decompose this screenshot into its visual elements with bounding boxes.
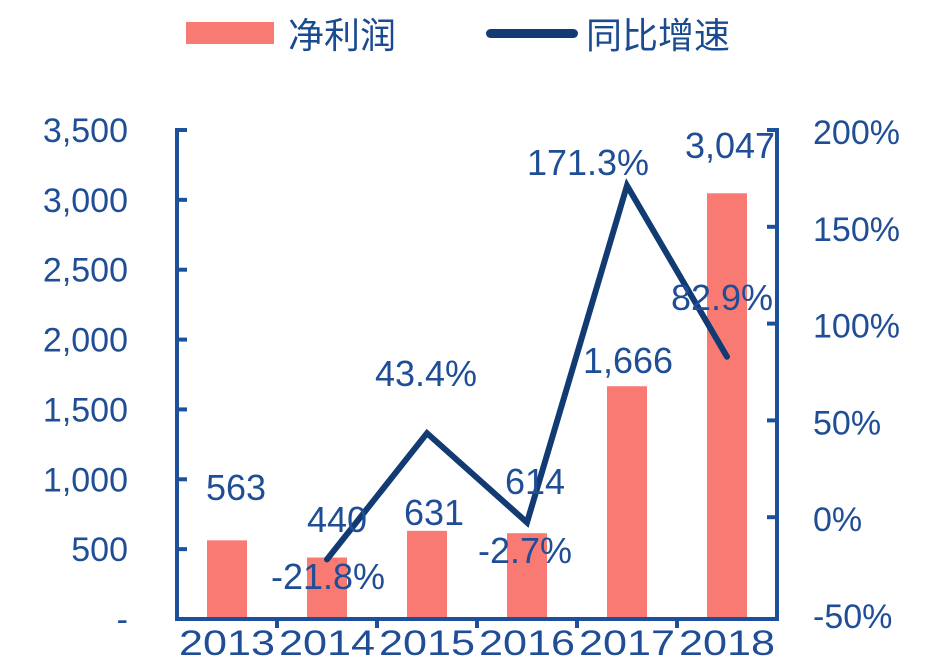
growth-line: [324, 178, 730, 563]
bar-2018: [707, 193, 747, 619]
bar-value-label: 1,666: [583, 340, 673, 381]
x-tick-label: 2013: [179, 624, 275, 663]
x-tick-label: 2015: [379, 624, 475, 663]
right-tick-label: 50%: [813, 404, 881, 442]
right-tick-label: 100%: [813, 308, 900, 346]
legend-item-yoy-growth[interactable]: 同比增速: [486, 8, 730, 58]
bar-2013: [207, 540, 247, 619]
right-tick-label: 0%: [813, 501, 862, 539]
bar-2015: [407, 530, 447, 619]
bar-value-label: 563: [206, 467, 266, 508]
left-tick-label: -: [117, 601, 128, 639]
bar-value-label: 3,047: [685, 125, 775, 166]
tick-labels: - 500 1,000 1,500 2,000 2,500 3,000 3,500 -50% 0%…: [43, 112, 900, 663]
growth-value-label: -21.8%: [271, 556, 385, 597]
growth-value-label: 171.3%: [527, 142, 649, 183]
left-tick-label: 3,500: [43, 112, 128, 150]
legend-line-swatch: [486, 28, 578, 38]
left-tick-label: 3,000: [43, 182, 128, 220]
left-tick-label: 1,500: [43, 391, 128, 429]
bar-2016: [507, 533, 547, 619]
left-tick-label: 1,000: [43, 461, 128, 499]
x-tick-label: 2017: [579, 624, 675, 663]
x-tick-label: 2014: [279, 624, 375, 663]
legend-label-yoy-growth: 同比增速: [586, 16, 731, 57]
right-tick-label: -50%: [813, 598, 892, 636]
bar-value-label: 631: [404, 492, 464, 533]
growth-value-label: 82.9%: [671, 277, 773, 318]
growth-value-label: -2.7%: [478, 530, 572, 571]
bar-2017: [607, 386, 647, 619]
x-tick-label: 2016: [479, 624, 575, 663]
bar-value-label: 440: [307, 499, 367, 540]
left-tick-label: 500: [71, 531, 128, 569]
left-tick-label: 2,000: [43, 322, 128, 360]
chart-axes: [175, 128, 779, 628]
bar-2014: [307, 557, 347, 619]
right-tick-label: 150%: [813, 211, 900, 249]
chart-legend: 净利润 同比增速: [0, 8, 934, 58]
legend-item-net-profit[interactable]: 净利润: [186, 8, 396, 58]
x-tick-label: 2018: [679, 624, 775, 663]
legend-label-net-profit: 净利润: [288, 16, 397, 57]
left-tick-label: 2,500: [43, 252, 128, 290]
right-tick-label: 200%: [813, 114, 900, 152]
growth-value-label: 43.4%: [375, 353, 477, 394]
line-series-yoy-growth: [324, 178, 730, 563]
legend-bar-swatch: [186, 22, 274, 44]
bar-series-net-profit: [207, 193, 747, 619]
bar-value-label: 614: [505, 461, 565, 502]
data-labels: 563 440 631 614 1,666 3,047 -21.8% 43.4% -2.7% 17…: [206, 125, 775, 597]
